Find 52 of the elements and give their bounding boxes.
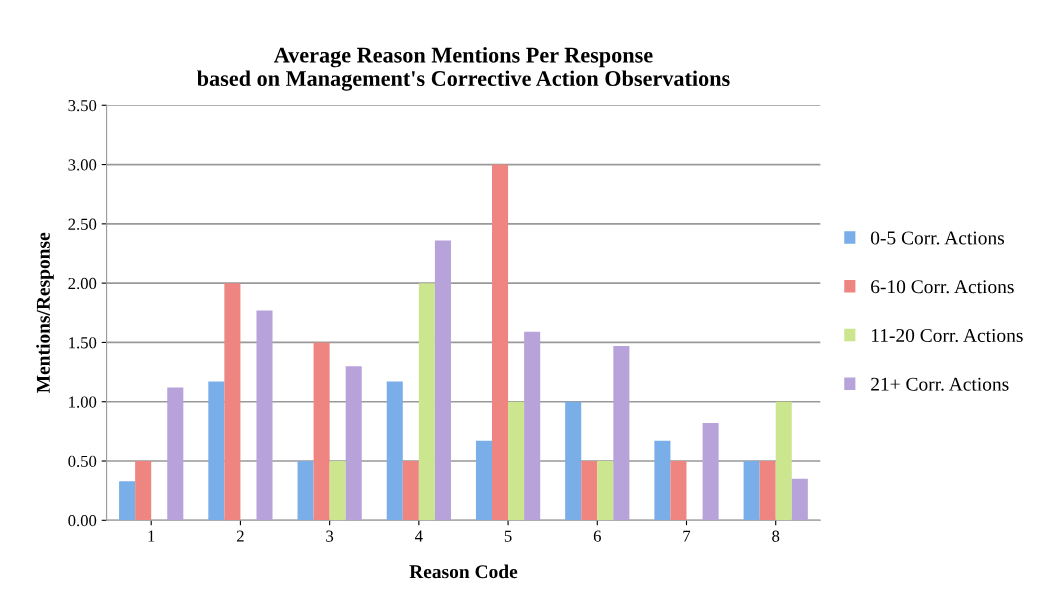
bar [581,461,598,521]
bar [167,387,184,521]
chart-title: Average Reason Mentions Per Response based on Management's Corrective Action Observations [196,47,730,91]
x-tick-label: 2 [236,530,244,542]
bar [256,310,273,521]
bar [418,283,435,521]
legend-label: 21+ Corr. Actions [871,377,1009,391]
bar [402,461,419,521]
bar [775,401,792,521]
y-tick-label: 2.00 [68,277,97,290]
bar [386,381,403,521]
legend-label: 11-20 Corr. Actions [871,328,1023,343]
x-tick-label: 3 [326,530,334,542]
bar [135,461,152,521]
bar [791,478,808,521]
bar [759,461,776,521]
bar [597,461,614,521]
y-tick-label: 2.50 [68,218,97,230]
y-tick-label: 0.50 [68,455,97,468]
bar [297,461,314,521]
y-axis-title: Mentions/Response [36,232,54,393]
bar [613,345,630,521]
x-tick-label: 7 [683,530,691,542]
bar [702,423,719,521]
bar [119,481,136,521]
x-tick-label: 1 [148,530,155,542]
x-tick-label: 8 [772,530,780,542]
bar [208,381,225,521]
bar [224,283,241,521]
y-tick-label: 3.00 [68,159,97,171]
y-tick-label: 0.00 [68,515,97,527]
y-tick-label: 1.00 [69,396,97,408]
bar [654,440,671,521]
bar [508,401,525,521]
bar [743,461,760,521]
y-tick-label: 1.50 [69,337,97,349]
bar [475,440,493,521]
x-axis-title: Reason Code [409,564,518,579]
bar [345,366,362,521]
bar [524,331,541,521]
bar [670,461,687,521]
bar [313,342,330,521]
y-tick-label: 3.50 [68,99,97,112]
x-tick-label: 4 [415,530,423,542]
legend-label: 6-10 Corr. Actions [871,280,1014,294]
x-tick-label: 5 [504,530,512,542]
x-tick-label: 6 [593,530,601,542]
bar [492,164,509,521]
bar [329,461,346,521]
bar [434,240,451,521]
legend-label: 0-5 Corr. Actions [870,231,1005,245]
bar [565,401,582,521]
